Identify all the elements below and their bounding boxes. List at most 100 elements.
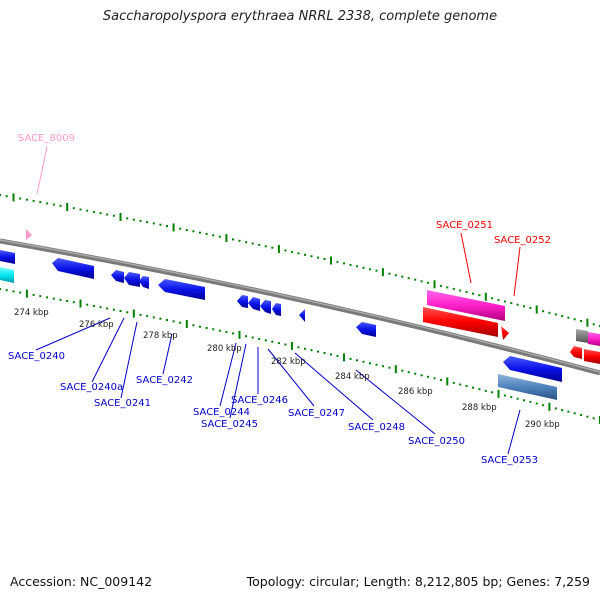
forward-track-minor-tick	[523, 305, 525, 308]
gene-right-magenta[interactable]	[588, 332, 600, 346]
gene-label-sace-0246[interactable]: SACE_0246	[231, 395, 288, 406]
scale-label-278: 278 kbp	[143, 331, 178, 341]
gene-label-sace-0240[interactable]: SACE_0240	[8, 351, 65, 362]
reverse-track-major-tick	[394, 365, 397, 374]
gene-label-sace-0242[interactable]: SACE_0242	[136, 375, 193, 386]
reverse-track-minor-tick	[12, 290, 15, 293]
reverse-track-minor-tick	[535, 402, 538, 405]
forward-track-minor-tick	[420, 280, 423, 283]
gene-sace-0252[interactable]	[423, 307, 498, 337]
reverse-track-minor-tick	[554, 407, 557, 410]
gene-sace-0247[interactable]	[299, 309, 305, 322]
forward-track-minor-tick	[362, 266, 365, 269]
forward-track-minor-tick	[139, 219, 142, 222]
reverse-track-minor-tick	[459, 383, 462, 386]
reverse-track-minor-tick	[92, 305, 95, 307]
gene-label-sace-0241[interactable]: SACE_0241	[94, 398, 151, 409]
reverse-track-minor-tick	[39, 295, 42, 298]
reverse-track-minor-tick	[284, 343, 287, 346]
gene-label-sace-8009[interactable]: SACE_8009	[18, 133, 75, 144]
reverse-track-minor-tick	[99, 306, 102, 309]
forward-track-minor-tick	[580, 320, 583, 322]
forward-track-minor-tick	[92, 211, 95, 213]
reverse-track-minor-tick	[592, 417, 595, 420]
gene-label-sace-0252[interactable]: SACE_0252	[494, 235, 551, 246]
reverse-track-minor-tick	[212, 328, 215, 331]
gene-sace-0246b[interactable]	[272, 303, 281, 316]
gene-sace-0248[interactable]	[356, 322, 376, 337]
gene-label-sace-0247[interactable]: SACE_0247	[288, 408, 345, 419]
reverse-track-minor-tick	[478, 388, 481, 391]
forward-track-minor-tick	[439, 284, 442, 287]
forward-track-major-tick	[172, 223, 175, 232]
gene-sace-0252-tip[interactable]	[501, 326, 509, 340]
reverse-track-minor-tick	[179, 321, 182, 324]
reverse-track-minor-tick	[503, 394, 506, 397]
gene-sace-0245[interactable]	[248, 297, 260, 311]
forward-track-minor-tick	[5, 195, 8, 198]
scale-label-290: 290 kbp	[525, 420, 560, 430]
forward-track-minor-tick	[218, 235, 221, 238]
reverse-tick-track	[0, 288, 600, 424]
forward-track-major-tick	[119, 213, 122, 221]
reverse-track-minor-tick	[452, 381, 455, 384]
reverse-track-minor-tick	[172, 320, 175, 323]
gene-label-sace-0245[interactable]: SACE_0245	[201, 419, 258, 430]
reverse-track-minor-tick	[112, 308, 115, 311]
forward-track-minor-tick	[407, 277, 410, 280]
reverse-track-major-tick	[238, 330, 241, 339]
gene-left-blue[interactable]	[0, 250, 15, 264]
gene-right-gray[interactable]	[576, 329, 588, 343]
gene-sace-0246[interactable]	[260, 300, 271, 314]
gene-sace-0250[interactable]	[503, 356, 562, 382]
gene-label-sace-0244[interactable]: SACE_0244	[193, 407, 250, 418]
reverse-track-minor-tick	[427, 375, 430, 378]
forward-track-major-tick	[484, 292, 487, 301]
gene-sace-0244[interactable]	[237, 295, 248, 308]
gene-label-sace-0253[interactable]: SACE_0253	[481, 455, 538, 466]
gene-labels-bottom: SACE_0240 SACE_0240a SACE_0241 SACE_0242…	[8, 351, 538, 466]
forward-track-minor-tick	[459, 289, 462, 292]
reverse-track-minor-tick	[199, 325, 201, 328]
forward-track-minor-tick	[39, 201, 42, 204]
reverse-track-minor-tick	[192, 324, 195, 327]
gene-left-cyan[interactable]	[0, 267, 14, 283]
gene-sace-0242[interactable]	[158, 279, 205, 300]
reverse-track-minor-tick	[356, 359, 358, 362]
gene-sace-0241b[interactable]	[139, 276, 149, 289]
reverse-track-minor-tick	[32, 293, 35, 296]
gene-label-sace-0240a[interactable]: SACE_0240a	[60, 382, 123, 393]
gene-sace-0251[interactable]	[427, 290, 505, 321]
forward-track-minor-tick	[465, 291, 468, 293]
gene-label-sace-0251[interactable]: SACE_0251	[436, 220, 493, 231]
forward-track-minor-tick	[394, 274, 397, 277]
gene-right-red2[interactable]	[584, 349, 600, 364]
forward-track-minor-tick	[516, 303, 519, 306]
forward-track-minor-tick	[46, 202, 49, 205]
reverse-track-minor-tick	[330, 353, 332, 356]
reverse-track-minor-tick	[72, 301, 75, 304]
forward-track-minor-tick	[152, 222, 155, 225]
map-title: Saccharopolyspora erythraea NRRL 2338, c…	[102, 9, 498, 24]
reverse-track-minor-tick	[465, 385, 468, 387]
gene-sace-8009[interactable]	[26, 229, 32, 240]
forward-track-minor-tick	[401, 275, 404, 278]
reverse-track-minor-tick	[561, 409, 564, 412]
gene-label-sace-0248[interactable]: SACE_0248	[348, 422, 405, 433]
reverse-track-minor-tick	[139, 313, 142, 316]
forward-track-major-tick	[586, 318, 589, 327]
gene-sace-0240[interactable]	[52, 258, 94, 279]
reverse-track-minor-tick	[510, 396, 513, 399]
gene-sace-0240a[interactable]	[111, 270, 124, 283]
forward-track-minor-tick	[310, 255, 313, 258]
gene-right-red[interactable]	[570, 346, 582, 359]
forward-track-minor-tick	[478, 294, 481, 297]
reverse-track-major-tick	[446, 377, 449, 386]
gene-sace-0241[interactable]	[124, 272, 140, 287]
forward-track-minor-tick	[592, 323, 595, 326]
forward-track-minor-tick	[25, 198, 28, 201]
reverse-track-minor-tick	[484, 389, 487, 392]
gene-sace-0253[interactable]	[498, 374, 557, 400]
gene-label-sace-0250[interactable]: SACE_0250	[408, 436, 465, 447]
